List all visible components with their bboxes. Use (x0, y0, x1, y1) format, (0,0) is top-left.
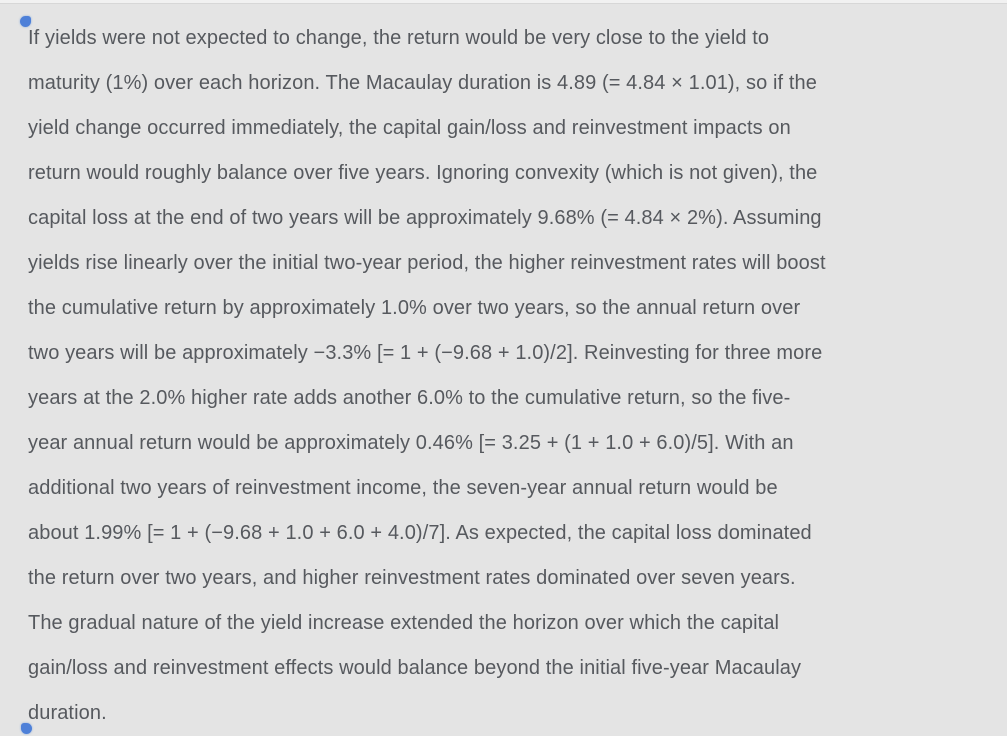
text-line: gain/loss and reinvestment effects would… (28, 657, 802, 679)
text-selection-start-handle-icon[interactable] (20, 16, 31, 27)
text-line: maturity (1%) over each horizon. The Mac… (28, 72, 817, 94)
text-line: the return over two years, and higher re… (28, 567, 796, 589)
explanation-paragraph: If yields were not expected to change, t… (28, 16, 997, 736)
text-line: return would roughly balance over five y… (28, 162, 818, 184)
text-line: years at the 2.0% higher rate adds anoth… (28, 387, 791, 409)
text-line: yield change occurred immediately, the c… (28, 117, 791, 139)
text-line: capital loss at the end of two years wil… (28, 207, 822, 229)
text-line: additional two years of reinvestment inc… (28, 477, 778, 499)
text-line: the cumulative return by approximately 1… (28, 297, 801, 319)
text-line: year annual return would be approximatel… (28, 432, 794, 454)
text-line: about 1.99% [= 1 + (−9.68 + 1.0 + 6.0 + … (28, 522, 812, 544)
text-line: two years will be approximately −3.3% [=… (28, 342, 823, 364)
text-line: The gradual nature of the yield increase… (28, 612, 780, 634)
top-divider (0, 0, 1007, 4)
text-line: duration. (28, 702, 107, 724)
text-line: If yields were not expected to change, t… (28, 27, 770, 49)
text-line: yields rise linearly over the initial tw… (28, 252, 826, 274)
text-selection-end-handle-icon[interactable] (21, 723, 32, 734)
